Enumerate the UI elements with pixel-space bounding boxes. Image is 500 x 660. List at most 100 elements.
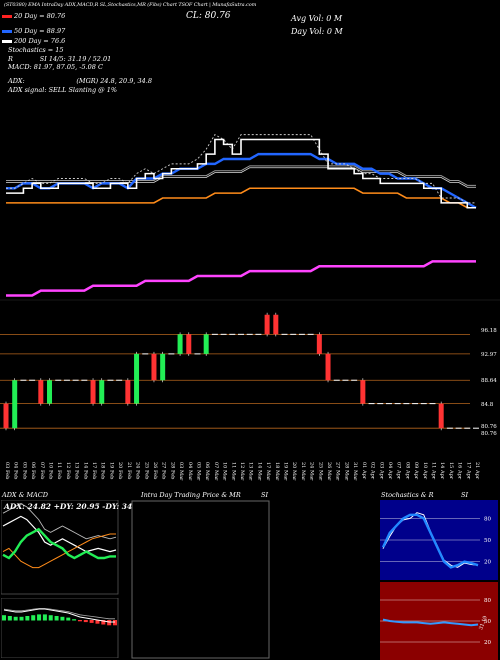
candle (125, 380, 131, 404)
date-label: 20 Feb (117, 462, 124, 480)
date-label: 05 Mar (195, 462, 202, 481)
candle (90, 380, 96, 404)
candle (38, 380, 44, 404)
legend-dma20: 20 Day = 80.76 (2, 12, 65, 20)
macd-bar (19, 616, 24, 621)
price-candle-chart (0, 312, 479, 431)
macd-bar (95, 620, 100, 624)
intraday-frame (131, 500, 270, 659)
candle (177, 334, 183, 354)
date-label: 28 Feb (169, 462, 176, 480)
date-label: 26 Feb (151, 462, 158, 480)
date-label: 03 Apr (378, 462, 385, 480)
date-label: 27 Mar (334, 462, 341, 481)
date-label: 28 Mar (343, 462, 350, 481)
date-label: 14 Feb (82, 462, 89, 480)
rsi-axis-label: 50 (484, 619, 491, 625)
ema-orange-line (6, 187, 476, 209)
adx-line (2, 515, 117, 553)
date-label: 12 Mar (239, 462, 245, 481)
date-label: 24 Feb (134, 462, 141, 480)
candle (160, 353, 166, 381)
avg-volume: Avg Vol: 0 M (291, 14, 343, 23)
adx-chart (1, 500, 119, 595)
candle (203, 334, 209, 354)
macd-bar (60, 616, 65, 621)
date-label: 21 Mar (299, 462, 306, 481)
macd-frame (1, 598, 119, 658)
macd-bar (89, 620, 94, 623)
date-label: 11 Apr (430, 462, 437, 480)
macd-bar (7, 616, 12, 621)
date-label: 15 Apr (447, 462, 454, 480)
macd-bar (54, 616, 59, 621)
legend-rsi: R SI 14/5: 31.19 / 52.01 (8, 55, 111, 63)
date-label: 07 Apr (395, 462, 402, 480)
macd-bar (72, 619, 77, 621)
date-label: 08 Apr (404, 462, 411, 480)
date-label: 02 Apr (369, 462, 376, 480)
dma50-text: 50 Day = 88.97 (14, 27, 66, 35)
macd-bar (113, 620, 117, 626)
date-label: 17 Mar (265, 462, 272, 481)
candle (186, 334, 192, 354)
close-label: CL: 80.76 (186, 11, 231, 21)
dma20-swatch (2, 14, 12, 18)
date-label: 19 Feb (108, 462, 115, 480)
date-label: 11 Feb (56, 462, 63, 480)
date-label: 18 Mar (273, 462, 280, 481)
date-label: 09 Apr (413, 462, 420, 480)
date-label: 24 Mar (308, 462, 315, 481)
price-axis-label: 80.76 (481, 431, 497, 438)
date-label: 05 Feb (21, 462, 28, 480)
date-label: 01 Apr (360, 462, 367, 480)
date-label: 17 Feb (91, 462, 98, 480)
macd-bar (77, 620, 82, 622)
macd-signal-line (3, 607, 115, 620)
date-label: 10 Feb (47, 462, 54, 480)
date-label: 03 Mar (178, 462, 185, 481)
date-label: 07 Feb (38, 462, 45, 480)
date-label: 14 Mar (256, 462, 263, 481)
candle (273, 314, 279, 335)
date-label: 06 Feb (30, 462, 37, 480)
candle (151, 353, 157, 381)
rsi-line (382, 618, 479, 627)
price-axis-label: 96.18 (481, 328, 497, 335)
date-label: 03 Feb (4, 462, 10, 480)
candle (134, 353, 140, 404)
rsi-axis-label: 20 (484, 640, 491, 646)
rsi-prefix: R (8, 55, 13, 63)
macd-bar (2, 615, 6, 621)
price-axis-label: 92.97 (481, 351, 497, 358)
macd-line (3, 608, 115, 623)
date-label: 13 Mar (247, 462, 254, 481)
candle (264, 314, 270, 335)
stoch-panel-title: Stochastics & R (381, 491, 434, 499)
dma20-dotted-line (6, 134, 476, 204)
adx-panel-title: ADX & MACD (2, 491, 48, 499)
day-volume: Day Vol: 0 M (291, 27, 343, 36)
date-label: 25 Feb (143, 462, 150, 480)
dma20-text: 20 Day = 80.76 (14, 12, 66, 20)
intraday-si: SI (261, 491, 269, 499)
date-label: 26 Mar (326, 462, 333, 481)
adx-values: (MGR) 24.8, 20.9, 34.8 (76, 77, 152, 85)
adx-readout: ADX: 24.82 +DY: 20.95 -DY: 34.78 (4, 502, 146, 511)
candle (3, 403, 9, 429)
date-label: 13 Feb (73, 462, 80, 480)
ema-grey-line (6, 165, 476, 186)
date-label: 06 Mar (204, 462, 211, 481)
date-label: 11 Mar (230, 462, 237, 481)
dma200-text: 200 Day = 76.6 (14, 37, 66, 45)
adx-label: ADX: (8, 77, 25, 85)
stochastics-chart: 80 50 20 (380, 500, 498, 580)
date-label: 10 Mar (221, 462, 228, 481)
intraday-panel-title: Intra Day Trading Price & MR (141, 491, 241, 499)
date-label: 19 Mar (282, 462, 289, 481)
date-label: 04 Mar (186, 462, 193, 481)
plus-di-line (2, 527, 116, 560)
candle (99, 380, 105, 404)
rsi-value-label: 31.19 (478, 615, 489, 631)
macd-bar (42, 614, 47, 621)
